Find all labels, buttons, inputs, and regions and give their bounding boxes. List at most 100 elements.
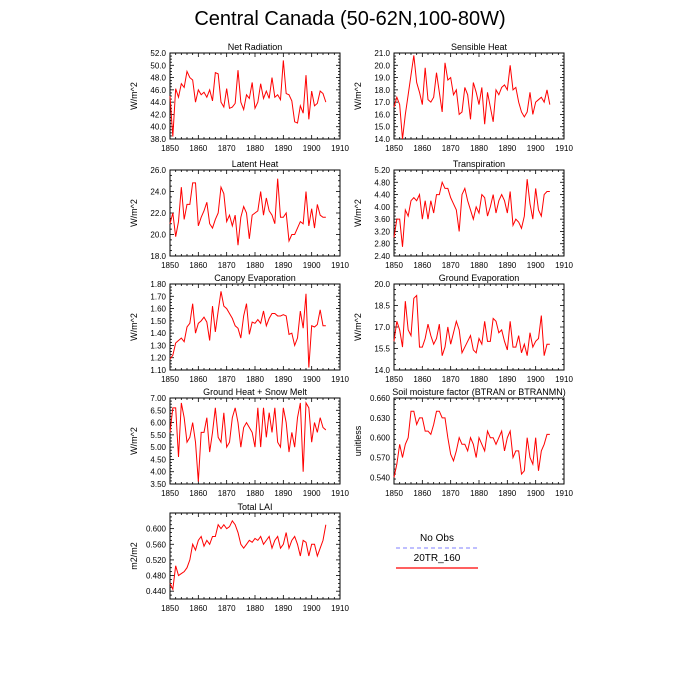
x-tick-label: 1850 — [385, 375, 403, 384]
x-tick-label: 1880 — [246, 489, 264, 498]
chart-latent-heat: Latent Heat W/m^2 1850 1860 1870 1880 1890 1900… — [129, 159, 349, 270]
y-tick-label: 38.0 — [150, 135, 166, 144]
x-tick-label: 1850 — [385, 261, 403, 270]
x-tick-label: 1910 — [331, 489, 349, 498]
x-tick-label: 1870 — [442, 489, 460, 498]
y-tick-label: 2.80 — [374, 240, 390, 249]
x-tick-label: 1890 — [274, 375, 292, 384]
x-tick-label: 1910 — [331, 604, 349, 613]
x-tick-label: 1870 — [442, 261, 460, 270]
chart-title: Latent Heat — [232, 159, 279, 169]
x-tick-label: 1900 — [303, 144, 321, 153]
x-tick-label: 1880 — [470, 144, 488, 153]
y-tick-label: 4.00 — [374, 203, 390, 212]
x-tick-label: 1870 — [442, 144, 460, 153]
x-tick-label: 1860 — [189, 604, 207, 613]
y-tick-label: 18.0 — [374, 86, 390, 95]
x-tick-label: 1860 — [189, 144, 207, 153]
x-tick-label: 1900 — [527, 489, 545, 498]
y-tick-label: 46.0 — [150, 86, 166, 95]
x-tick-label: 1870 — [218, 604, 236, 613]
series-line-20tr-160 — [169, 178, 326, 246]
y-tick-label: 19.0 — [374, 74, 390, 83]
x-tick-label: 1900 — [303, 604, 321, 613]
x-tick-label: 1860 — [413, 144, 431, 153]
y-tick-label: 1.20 — [150, 354, 166, 363]
y-tick-label: 0.600 — [146, 525, 167, 534]
x-tick-label: 1890 — [498, 261, 516, 270]
chart-canopy-evaporation: Canopy Evaporation W/m^2 1850 1860 1870 1880 1… — [129, 273, 349, 384]
y-tick-label: 4.50 — [150, 455, 166, 464]
x-tick-label: 1860 — [413, 489, 431, 498]
x-tick-label: 1860 — [413, 375, 431, 384]
chart-ground-evaporation: Ground Evaporation W/m^2 1850 1860 1870 1880 1… — [353, 273, 573, 384]
y-tick-label: 1.50 — [150, 317, 166, 326]
y-tick-label: 17.0 — [374, 98, 390, 107]
x-tick-label: 1880 — [470, 489, 488, 498]
x-tick-label: 1880 — [470, 261, 488, 270]
x-tick-label: 1910 — [331, 375, 349, 384]
x-tick-label: 1880 — [246, 261, 264, 270]
legend: No Obs 20TR_160 — [396, 533, 478, 569]
chart-net-radiation: Net Radiation W/m^2 1850 1860 1870 1880 1890 19… — [129, 42, 349, 153]
y-tick-label: 0.660 — [370, 394, 391, 403]
plot-frame — [393, 283, 565, 371]
page-title: Central Canada (50-62N,100-80W) — [194, 8, 506, 30]
y-tick-label: 3.20 — [374, 227, 390, 236]
x-tick-label: 1850 — [161, 375, 179, 384]
x-tick-label: 1850 — [161, 144, 179, 153]
y-tick-label: 40.0 — [150, 123, 166, 132]
x-tick-label: 1910 — [555, 489, 573, 498]
y-tick-label: 0.520 — [146, 556, 167, 565]
y-tick-label: 6.50 — [150, 406, 166, 415]
chart-title: Transpiration — [453, 159, 505, 169]
x-tick-label: 1850 — [385, 144, 403, 153]
y-tick-label: 42.0 — [150, 110, 166, 119]
y-tick-label: 26.0 — [150, 166, 166, 175]
y-axis-label: W/m^2 — [129, 82, 139, 110]
y-tick-label: 15.0 — [374, 123, 390, 132]
y-tick-label: 14.0 — [374, 135, 390, 144]
x-tick-label: 1900 — [303, 489, 321, 498]
y-tick-label: 1.30 — [150, 341, 166, 350]
y-tick-label: 5.00 — [150, 443, 166, 452]
x-tick-label: 1890 — [274, 144, 292, 153]
legend-model-label: 20TR_160 — [414, 553, 461, 564]
y-tick-label: 18.5 — [374, 302, 390, 311]
plot-frame — [393, 52, 565, 140]
y-tick-label: 6.00 — [150, 419, 166, 428]
y-tick-label: 14.0 — [374, 366, 390, 375]
chart-transpiration: Transpiration W/m^2 1850 1860 1870 1880 1890 19… — [353, 159, 573, 270]
x-tick-label: 1880 — [246, 144, 264, 153]
y-tick-label: 20.0 — [150, 231, 166, 240]
series-line-20tr-160 — [169, 60, 327, 137]
y-tick-label: 48.0 — [150, 74, 166, 83]
x-tick-label: 1870 — [218, 261, 236, 270]
series-line-20tr-160 — [393, 55, 551, 140]
x-tick-label: 1900 — [527, 144, 545, 153]
x-tick-label: 1870 — [218, 375, 236, 384]
y-tick-label: 4.00 — [150, 468, 166, 477]
x-tick-label: 1870 — [218, 489, 236, 498]
x-tick-label: 1860 — [413, 261, 431, 270]
y-tick-label: 44.0 — [150, 98, 166, 107]
y-tick-label: 1.10 — [150, 366, 166, 375]
chart-title: Canopy Evaporation — [214, 273, 296, 283]
x-tick-label: 1910 — [555, 375, 573, 384]
series-line-20tr-160 — [393, 410, 550, 478]
x-tick-label: 1890 — [498, 489, 516, 498]
x-tick-label: 1890 — [274, 261, 292, 270]
x-tick-label: 1850 — [161, 261, 179, 270]
x-tick-label: 1860 — [189, 261, 207, 270]
y-tick-label: 0.440 — [146, 587, 167, 596]
legend-obs-label: No Obs — [420, 533, 454, 544]
plot-frame — [169, 52, 341, 140]
chart-sensible-heat: Sensible Heat W/m^2 1850 1860 1870 1880 1890 19… — [353, 42, 573, 153]
x-tick-label: 1900 — [303, 375, 321, 384]
x-tick-label: 1910 — [555, 261, 573, 270]
y-tick-label: 17.0 — [374, 323, 390, 332]
chart-title: Net Radiation — [228, 42, 283, 52]
chart-title: Ground Evaporation — [439, 273, 520, 283]
x-tick-label: 1900 — [303, 261, 321, 270]
y-tick-label: 1.70 — [150, 292, 166, 301]
